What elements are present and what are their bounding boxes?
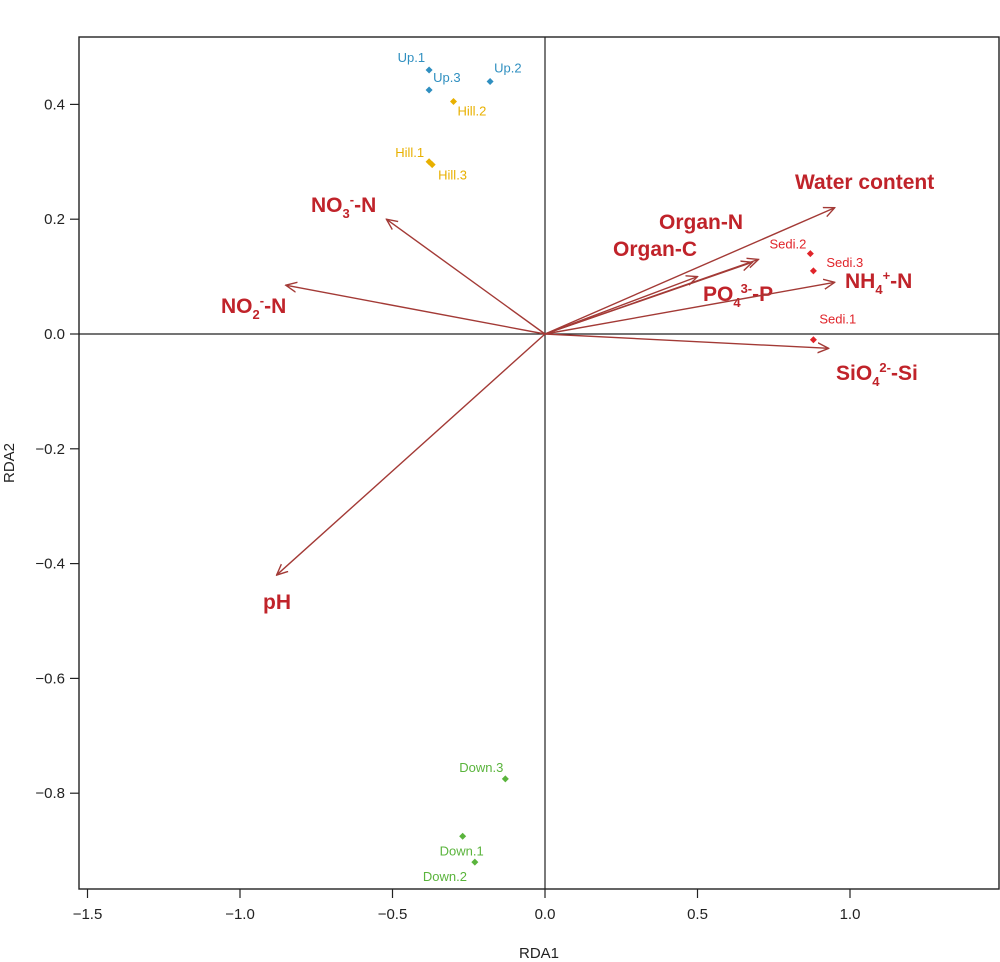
sample-points: Up.1 Up.3 Up.2 Hill.2 Hill.1 Hill.3 Sedi.2 Sedi… xyxy=(395,50,863,884)
sample-point xyxy=(501,775,509,783)
sample-point xyxy=(486,77,494,85)
x-tick-label: −0.5 xyxy=(378,906,408,923)
sample-point xyxy=(425,86,433,94)
sample-point xyxy=(809,336,817,344)
y-tick-label: −0.6 xyxy=(35,670,65,687)
x-tick-label: −1.0 xyxy=(225,906,255,923)
sample-label: Hill.3 xyxy=(438,168,467,183)
sample-label: Hill.1 xyxy=(395,145,424,160)
sample-point xyxy=(425,66,433,74)
vector-label: NH4+-N xyxy=(845,268,912,297)
vector-arrow xyxy=(544,333,829,348)
sample-label: Hill.2 xyxy=(458,104,487,119)
environmental-vectors: Water contentOrgan-NOrgan-CPO43--PNH4+-N… xyxy=(221,171,934,614)
sample-point xyxy=(806,250,814,258)
y-tick-label: −0.8 xyxy=(35,785,65,802)
y-axis: −0.8 −0.6 −0.4 −0.2 0.0 0.2 0.4 xyxy=(35,96,79,802)
x-tick-label: 0.5 xyxy=(687,906,708,923)
vector-arrow xyxy=(544,282,835,335)
x-tick-label: −1.5 xyxy=(73,906,103,923)
y-axis-label: RDA2 xyxy=(1,443,18,483)
y-tick-label: 0.0 xyxy=(44,326,65,343)
sample-label: Up.1 xyxy=(398,50,425,65)
y-tick-label: 0.4 xyxy=(44,96,65,113)
vector-label: Water content xyxy=(795,171,934,194)
sample-label: Sedi.3 xyxy=(826,255,863,270)
sample-label: Sedi.2 xyxy=(769,237,806,252)
sample-point xyxy=(428,161,436,169)
vector-label: Organ-C xyxy=(613,238,697,261)
vector-label: NO2--N xyxy=(221,293,286,322)
vector-arrow xyxy=(544,208,835,335)
sample-label: Down.3 xyxy=(459,760,503,775)
sample-label: Up.3 xyxy=(433,70,460,85)
sample-label: Sedi.1 xyxy=(819,312,856,327)
x-axis-label: RDA1 xyxy=(519,945,559,962)
sample-point xyxy=(450,98,457,106)
vector-arrow xyxy=(544,277,698,335)
vector-arrow xyxy=(386,219,546,335)
vector-arrow xyxy=(544,262,752,335)
plot-frame xyxy=(78,36,1000,890)
sample-point xyxy=(471,858,479,866)
x-axis: −1.5 −1.0 −0.5 0.0 0.5 1.0 xyxy=(73,889,861,923)
y-tick-label: −0.2 xyxy=(35,441,65,458)
sample-label: Up.2 xyxy=(494,60,521,75)
sample-label: Down.2 xyxy=(423,869,467,884)
sample-label: Down.1 xyxy=(440,843,484,858)
vector-label: Organ-N xyxy=(659,211,743,234)
sample-point xyxy=(809,267,817,275)
vector-arrow xyxy=(277,333,546,575)
y-tick-label: 0.2 xyxy=(44,211,65,228)
x-tick-label: 1.0 xyxy=(840,906,861,923)
vector-label: NO3--N xyxy=(311,192,376,221)
x-tick-label: 0.0 xyxy=(535,906,556,923)
vector-label: SiO42--Si xyxy=(836,360,918,389)
vector-label: pH xyxy=(263,591,291,614)
vector-arrow xyxy=(286,285,546,335)
y-tick-label: −0.4 xyxy=(35,556,65,573)
sample-point xyxy=(459,832,467,840)
